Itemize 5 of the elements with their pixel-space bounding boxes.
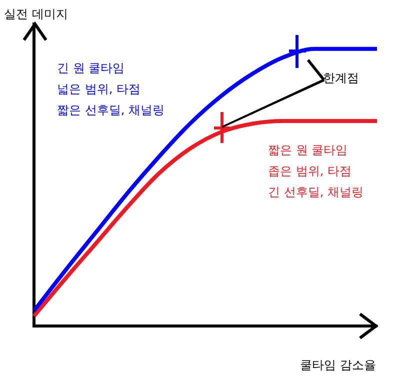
y-axis-title: 실전 데미지 (4, 6, 68, 23)
annotation: 짧은 원 쿨타임 좁은 범위, 타점 긴 선후딜, 채널링 (268, 142, 364, 201)
annotation: 긴 원 쿨타임 넓은 범위, 타점 짧은 선후딜, 채널링 (57, 60, 164, 119)
annotation: 한계점 (323, 70, 359, 87)
x-axis-title: 쿨타임 감소율 (300, 357, 376, 374)
